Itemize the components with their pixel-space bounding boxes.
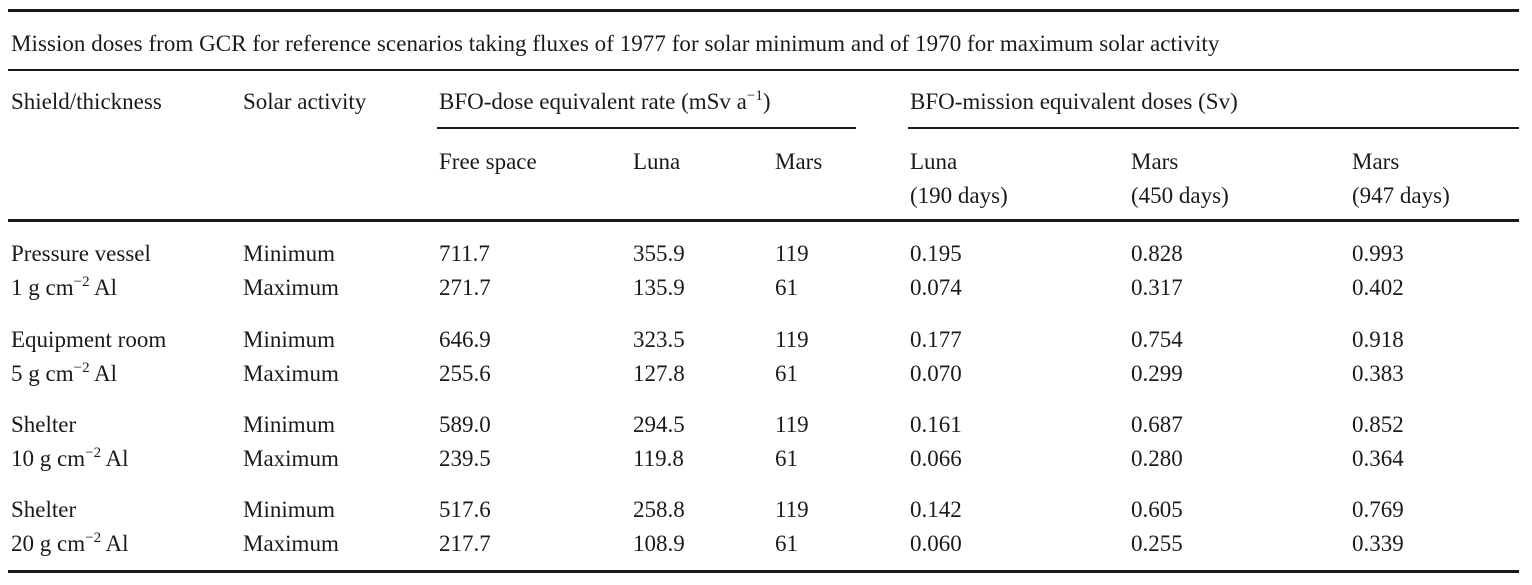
cell-luna: 127.8 bbox=[633, 361, 685, 386]
cell-solar-activity: Maximum bbox=[243, 531, 339, 556]
cell-luna-190: 0.066 bbox=[910, 446, 962, 471]
cell-mars: 61 bbox=[775, 531, 798, 556]
cell-luna-190: 0.060 bbox=[910, 531, 962, 556]
cell-mars-947: 0.852 bbox=[1352, 412, 1404, 437]
row-shield-name: Equipment room bbox=[11, 327, 167, 352]
cell-mars: 119 bbox=[775, 241, 809, 266]
cell-solar-activity: Minimum bbox=[243, 497, 336, 522]
thickness-value: 10 g cm bbox=[11, 446, 86, 471]
cell-luna: 119.8 bbox=[633, 446, 684, 471]
cell-free-space: 711.7 bbox=[439, 241, 490, 266]
row-shield-thickness: 5 g cm−2 Al bbox=[11, 360, 118, 386]
cell-mars-947: 0.769 bbox=[1352, 497, 1404, 522]
cell-solar-activity: Minimum bbox=[243, 241, 336, 266]
subheader-mars-947-line1: Mars bbox=[1352, 149, 1400, 174]
thickness-material: Al bbox=[101, 446, 129, 471]
cell-mars: 119 bbox=[775, 327, 809, 352]
thickness-value: 5 g cm bbox=[11, 361, 74, 386]
cell-mars-947: 0.402 bbox=[1352, 275, 1404, 300]
cell-luna: 135.9 bbox=[633, 275, 685, 300]
header-dose-rate-text: BFO-dose equivalent rate (mSv a bbox=[439, 89, 747, 114]
cell-luna: 258.8 bbox=[633, 497, 685, 522]
cell-solar-activity: Maximum bbox=[243, 275, 339, 300]
dose-group-rule bbox=[908, 127, 1519, 129]
cell-mars-947: 0.383 bbox=[1352, 361, 1404, 386]
thickness-material: Al bbox=[101, 531, 129, 556]
header-dose-rate-exponent: −1 bbox=[746, 88, 763, 104]
row-shield-name: Pressure vessel bbox=[11, 241, 151, 266]
cell-mars-450: 0.687 bbox=[1131, 412, 1183, 437]
row-shield-thickness: 20 g cm−2 Al bbox=[11, 530, 129, 556]
cell-luna-190: 0.177 bbox=[910, 327, 962, 352]
cell-luna: 323.5 bbox=[633, 327, 685, 352]
cell-luna-190: 0.074 bbox=[910, 275, 962, 300]
cell-mars: 119 bbox=[775, 412, 809, 437]
subheader-mars: Mars bbox=[775, 149, 823, 174]
cell-free-space: 255.6 bbox=[439, 361, 491, 386]
cell-free-space: 217.7 bbox=[439, 531, 491, 556]
subheader-mars-450-line1: Mars bbox=[1131, 149, 1179, 174]
cell-mars: 119 bbox=[775, 497, 809, 522]
cell-free-space: 646.9 bbox=[439, 327, 491, 352]
subheader-luna-190-line2: (190 days) bbox=[910, 183, 1008, 208]
bottom-rule bbox=[8, 570, 1519, 573]
cell-mars: 61 bbox=[775, 275, 798, 300]
thickness-exponent: −2 bbox=[73, 274, 90, 290]
cell-mars-450: 0.605 bbox=[1131, 497, 1183, 522]
cell-mars-450: 0.280 bbox=[1131, 446, 1183, 471]
row-shield-name: Shelter bbox=[11, 412, 77, 437]
cell-mars-947: 0.993 bbox=[1352, 241, 1404, 266]
row-shield-name: Shelter bbox=[11, 497, 77, 522]
cell-mars-947: 0.339 bbox=[1352, 531, 1404, 556]
cell-luna-190: 0.195 bbox=[910, 241, 962, 266]
header-mission-dose-group: BFO-mission equivalent doses (Sv) bbox=[910, 89, 1238, 114]
subheader-luna: Luna bbox=[633, 149, 681, 174]
subheader-free-space: Free space bbox=[439, 149, 537, 174]
cell-solar-activity: Maximum bbox=[243, 446, 339, 471]
cell-mars: 61 bbox=[775, 446, 798, 471]
header-bottom-rule bbox=[8, 219, 1519, 222]
caption-rule bbox=[8, 69, 1519, 71]
cell-luna: 294.5 bbox=[633, 412, 685, 437]
cell-mars-450: 0.754 bbox=[1131, 327, 1183, 352]
subheader-luna-190-line1: Luna bbox=[910, 149, 958, 174]
cell-mars-450: 0.317 bbox=[1131, 275, 1183, 300]
cell-free-space: 239.5 bbox=[439, 446, 491, 471]
cell-luna-190: 0.161 bbox=[910, 412, 962, 437]
thickness-value: 20 g cm bbox=[11, 531, 86, 556]
cell-mars-450: 0.255 bbox=[1131, 531, 1183, 556]
row-shield-thickness: 10 g cm−2 Al bbox=[11, 445, 129, 471]
cell-luna: 108.9 bbox=[633, 531, 685, 556]
cell-solar-activity: Minimum bbox=[243, 327, 336, 352]
subheader-mars-450-line2: (450 days) bbox=[1131, 183, 1229, 208]
cell-solar-activity: Maximum bbox=[243, 361, 339, 386]
thickness-exponent: −2 bbox=[85, 445, 102, 461]
cell-mars-450: 0.299 bbox=[1131, 361, 1183, 386]
cell-luna-190: 0.142 bbox=[910, 497, 962, 522]
header-dose-rate-group: BFO-dose equivalent rate (mSv a−1) bbox=[439, 88, 771, 114]
rate-group-rule bbox=[437, 127, 856, 129]
cell-mars-947: 0.364 bbox=[1352, 446, 1404, 471]
cell-mars-947: 0.918 bbox=[1352, 327, 1404, 352]
thickness-value: 1 g cm bbox=[11, 275, 74, 300]
thickness-material: Al bbox=[89, 275, 118, 300]
cell-mars: 61 bbox=[775, 361, 798, 386]
header-shield-thickness: Shield/thickness bbox=[11, 89, 162, 114]
cell-solar-activity: Minimum bbox=[243, 412, 336, 437]
row-shield-thickness: 1 g cm−2 Al bbox=[11, 274, 118, 300]
header-dose-rate-close: ) bbox=[762, 89, 771, 114]
thickness-exponent: −2 bbox=[73, 360, 90, 376]
cell-mars-450: 0.828 bbox=[1131, 241, 1183, 266]
header-solar-activity: Solar activity bbox=[243, 89, 367, 114]
table-caption: Mission doses from GCR for reference sce… bbox=[11, 31, 1220, 56]
cell-luna-190: 0.070 bbox=[910, 361, 962, 386]
thickness-material: Al bbox=[89, 361, 118, 386]
cell-free-space: 589.0 bbox=[439, 412, 491, 437]
cell-luna: 355.9 bbox=[633, 241, 685, 266]
cell-free-space: 271.7 bbox=[439, 275, 491, 300]
cell-free-space: 517.6 bbox=[439, 497, 491, 522]
subheader-mars-947-line2: (947 days) bbox=[1352, 183, 1450, 208]
thickness-exponent: −2 bbox=[85, 530, 102, 546]
top-rule bbox=[8, 9, 1519, 12]
